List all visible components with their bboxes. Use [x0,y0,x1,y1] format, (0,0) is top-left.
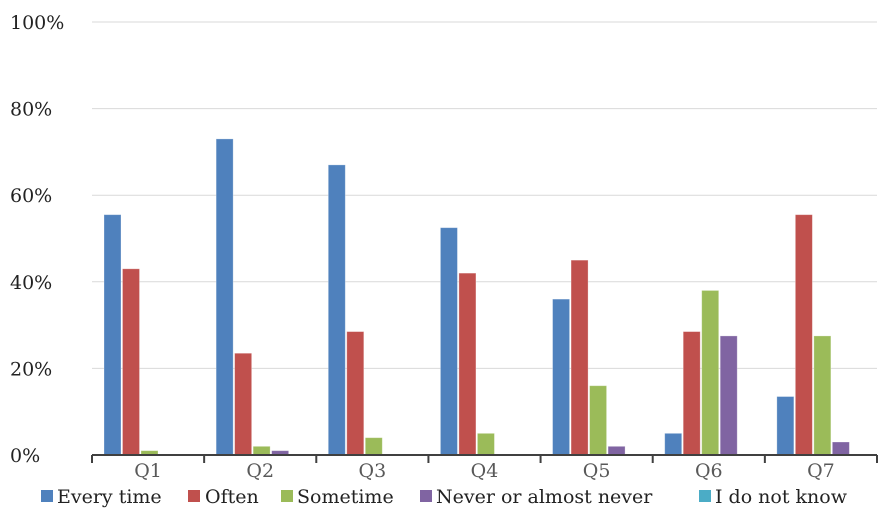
x-tick-label: Q3 [359,460,387,482]
legend: Every time Often Sometime Never or almost n… [41,486,848,508]
bar-often-q2 [234,352,253,456]
bar-often-q3 [346,331,365,456]
legend-swatch-often [188,490,200,502]
x-tick-label: Q1 [134,460,162,482]
legend-swatch-i-do-not-know [699,490,711,502]
bar-sometime-q6 [701,290,720,456]
legend-label: Every time [57,486,162,508]
bar-sometime-q4 [477,432,495,456]
x-tick-label: Q4 [471,460,499,482]
x-tick-label: Q5 [583,460,611,482]
bar-often-q5 [570,259,589,456]
bar-sometime-q2 [252,445,271,456]
y-tick-label: 40% [10,272,52,294]
bar-never-or-almost-never-q6 [719,335,738,456]
legend-label: Sometime [297,486,394,508]
y-tick-label: 20% [10,358,52,380]
x-tick-label: Q6 [695,460,723,482]
legend-swatch-never-or-almost-never [420,490,432,502]
bar-every-time-q5 [552,298,570,456]
bar-never-or-almost-never-q7 [831,441,850,456]
bar-every-time-q7 [776,396,795,456]
bar-sometime-q7 [813,335,832,456]
y-tick-label: 80% [10,99,52,121]
bars [103,138,850,456]
bar-every-time-q1 [103,214,122,456]
bar-sometime-q5 [589,385,607,456]
bar-every-time-q3 [327,164,346,456]
legend-swatch-every-time [41,490,53,502]
bar-never-or-almost-never-q5 [607,445,626,456]
x-axis-tick-labels: Q1 Q2 Q3 Q4 Q5 Q6 Q7 [134,460,835,482]
legend-swatch-sometime [281,490,293,502]
legend-label: Often [205,486,259,508]
gridlines [92,21,877,369]
x-tick-label: Q2 [246,460,274,482]
bar-every-time-q4 [440,227,458,456]
y-tick-label: 0% [10,445,40,467]
bar-every-time-q6 [664,432,683,456]
y-tick-label: 60% [10,185,52,207]
bar-sometime-q3 [364,437,383,456]
legend-label: Never or almost never [436,486,653,508]
bar-often-q6 [682,331,701,456]
x-tick-label: Q7 [807,460,835,482]
x-axis [91,454,878,463]
legend-label: I do not know [715,486,848,508]
bar-often-q7 [794,214,813,456]
y-axis-tick-labels: 0% 20% 40% 60% 80% 100% [10,12,64,467]
bar-often-q4 [458,272,477,456]
y-tick-label: 100% [10,12,64,34]
bar-every-time-q2 [215,138,234,456]
bar-often-q1 [122,268,140,456]
